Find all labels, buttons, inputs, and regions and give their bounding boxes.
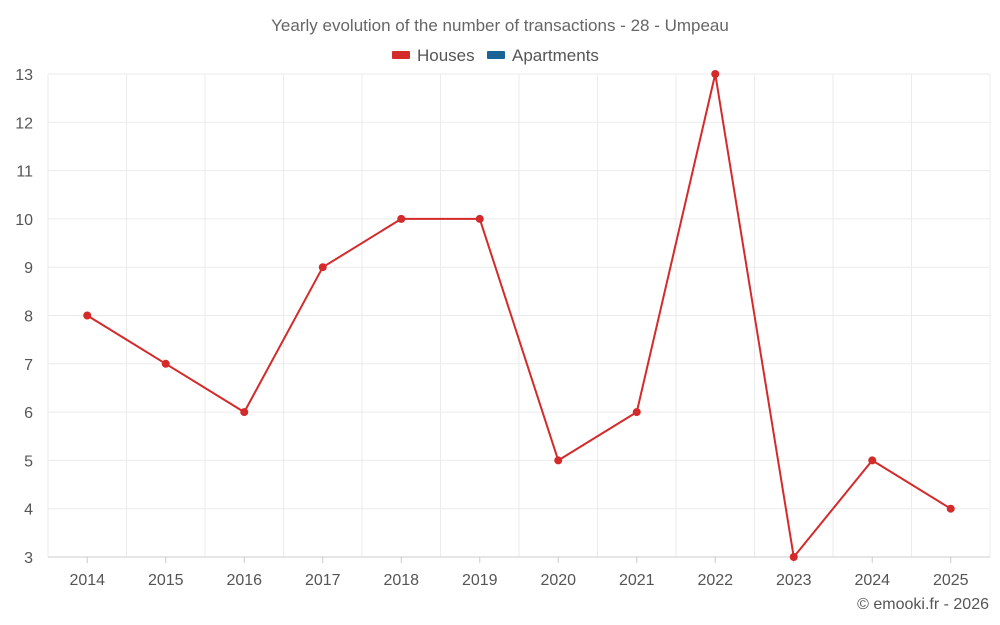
data-point-houses[interactable] (83, 311, 92, 320)
legend: Houses Apartments (392, 46, 599, 65)
data-point-houses[interactable] (161, 359, 170, 368)
y-tick-label: 3 (24, 550, 33, 567)
y-tick-label: 11 (16, 164, 33, 181)
x-tick-label: 2024 (854, 572, 890, 589)
series-line-houses (86, 73, 952, 558)
series-houses (83, 70, 955, 561)
data-point-houses[interactable] (868, 456, 877, 465)
chart-title: Yearly evolution of the number of transa… (271, 16, 729, 35)
x-tick-label: 2025 (933, 572, 969, 589)
data-point-houses[interactable] (711, 70, 720, 78)
x-tick-label: 2022 (697, 572, 733, 589)
x-tick-label: 2017 (305, 572, 341, 589)
y-tick-label: 6 (24, 405, 33, 422)
data-point-houses[interactable] (554, 456, 563, 465)
y-axis: 3 4 5 6 7 8 9 10 11 12 13 (15, 67, 33, 567)
legend-label-apartments: Apartments (512, 46, 599, 65)
x-tick-label: 2018 (383, 572, 419, 589)
footer-credit: © emooki.fr - 2026 (857, 596, 989, 613)
y-tick-label: 13 (15, 67, 33, 84)
y-tick-label: 12 (15, 115, 33, 132)
x-tick-label: 2015 (148, 572, 184, 589)
x-axis: 2014 2015 2016 2017 2018 2019 2020 2021 2022 2023… (48, 556, 990, 589)
y-tick-label: 10 (15, 212, 33, 229)
data-point-houses[interactable] (397, 214, 406, 223)
legend-label-houses: Houses (417, 46, 475, 65)
legend-item-houses[interactable]: Houses (392, 46, 475, 65)
grid (47, 73, 991, 557)
y-tick-label: 9 (24, 260, 33, 277)
legend-swatch-apartments (487, 51, 505, 59)
data-point-houses[interactable] (946, 504, 955, 513)
x-tick-label: 2020 (540, 572, 576, 589)
legend-swatch-houses (392, 51, 410, 59)
x-tick-label: 2019 (462, 572, 498, 589)
data-point-houses[interactable] (318, 263, 327, 272)
x-tick-label: 2023 (776, 572, 812, 589)
y-tick-label: 8 (24, 309, 33, 326)
data-point-houses[interactable] (240, 408, 249, 417)
y-tick-label: 5 (24, 453, 33, 470)
y-tick-label: 4 (24, 502, 33, 519)
x-tick-label: 2021 (619, 572, 655, 589)
x-tick-label: 2014 (69, 572, 105, 589)
data-point-houses[interactable] (632, 408, 641, 417)
x-tick-label: 2016 (226, 572, 262, 589)
data-point-houses[interactable] (789, 553, 798, 561)
data-point-houses[interactable] (475, 214, 484, 223)
y-tick-label: 7 (24, 357, 33, 374)
legend-item-apartments[interactable]: Apartments (487, 46, 599, 65)
